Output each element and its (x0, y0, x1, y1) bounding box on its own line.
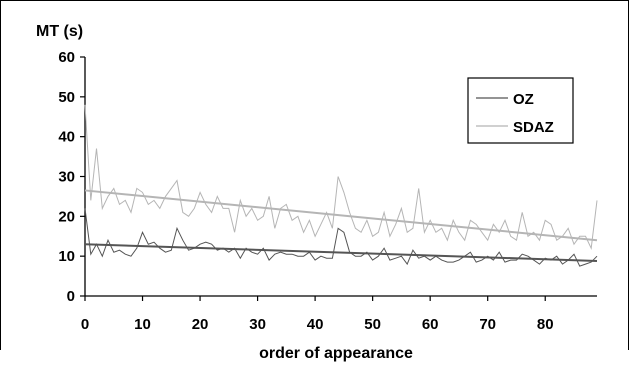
y-axis-title: MT (s) (36, 23, 83, 40)
x-tick-label: 70 (479, 316, 496, 333)
y-tick-label: 20 (58, 208, 75, 225)
series-line-oz (84, 208, 598, 267)
y-tick-label: 40 (58, 129, 75, 146)
chart-frame (0, 0, 629, 350)
trend-line-oz (84, 243, 598, 262)
x-tick-label: 20 (192, 316, 209, 333)
trend-lines (84, 189, 598, 262)
y-tick-label: 60 (58, 49, 75, 66)
trend-line-sdaz (84, 189, 598, 242)
x-tick-label: 30 (249, 316, 266, 333)
x-tick-label: 80 (537, 316, 554, 333)
x-axis-title: order of appearance (259, 345, 413, 362)
y-tick-label: 10 (58, 248, 75, 265)
y-tick-label: 30 (58, 169, 75, 186)
axes: 0 10 20 30 40 50 60 0 10 20 30 40 50 60 70 80 (58, 49, 597, 333)
x-tick-label: 10 (134, 316, 151, 333)
y-tick-label: 50 (58, 89, 75, 106)
legend-box (467, 77, 574, 144)
x-tick-label: 50 (364, 316, 381, 333)
legend-label-oz: OZ (513, 91, 534, 108)
x-tick-label: 40 (307, 316, 324, 333)
legend-label-sdaz: SDAZ (513, 119, 554, 136)
series-line-sdaz (84, 104, 598, 250)
x-tick-label: 0 (81, 316, 89, 333)
x-tick-label: 60 (422, 316, 439, 333)
legend: OZ SDAZ (467, 77, 574, 144)
y-tick-label: 0 (67, 288, 75, 305)
series-lines (84, 104, 598, 267)
